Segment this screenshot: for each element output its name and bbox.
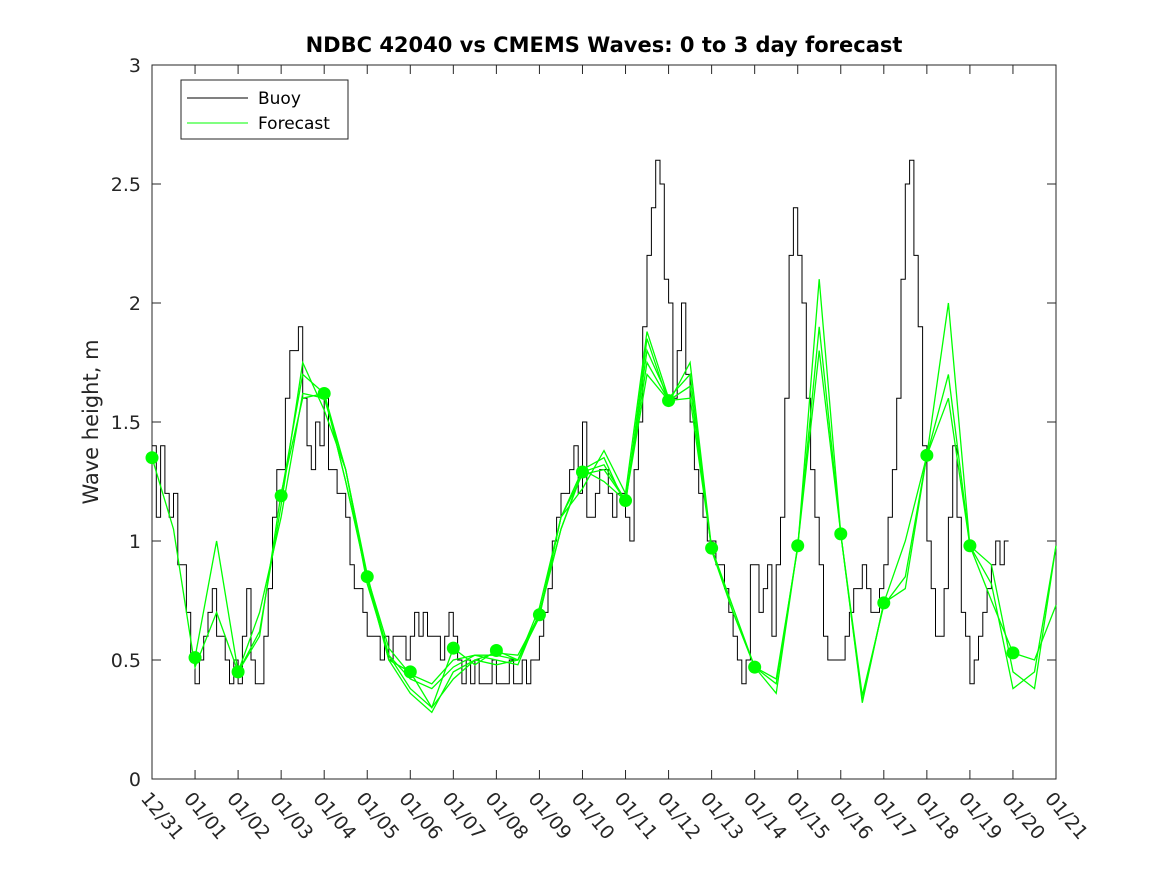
forecast-marker [317,386,331,400]
legend-label-buoy: Buoy [258,89,301,109]
y-tick-label: 0.5 [111,650,141,672]
forecast-marker [360,570,374,584]
forecast-marker [188,651,202,665]
forecast-marker [489,643,503,657]
series-layer [145,159,1057,714]
forecast-marker [575,465,589,479]
forecast-marker [446,641,460,655]
forecast-marker [274,489,288,503]
forecast-marker [532,608,546,622]
forecast-marker [662,394,676,408]
y-tick-label: 3 [129,55,141,77]
forecast-marker [963,539,977,553]
forecast-marker [145,451,159,465]
y-tick-label: 2.5 [111,174,141,196]
forecast-marker [834,527,848,541]
forecast-marker [705,541,719,555]
chart-title: NDBC 42040 vs CMEMS Waves: 0 to 3 day fo… [306,33,903,57]
y-tick-label: 1 [129,531,141,553]
forecast-marker [791,539,805,553]
y-tick-label: 1.5 [111,412,141,434]
legend-label-forecast: Forecast [258,114,330,134]
y-tick-label: 0 [129,769,141,791]
forecast-marker [231,665,245,679]
forecast-series-line-5 [323,326,1057,710]
legend: Buoy Forecast [180,79,349,140]
plot-area [151,64,1057,780]
legend-box [180,79,349,140]
forecast-marker [403,665,417,679]
y-axis-label: Wave height, m [79,339,103,504]
y-tick-label: 2 [129,293,141,315]
forecast-marker [1006,646,1020,660]
buoy-series-line [152,159,1009,685]
forecast-marker [619,494,633,508]
forecast-marker [920,448,934,462]
forecast-marker [877,596,891,610]
forecast-marker [748,660,762,674]
